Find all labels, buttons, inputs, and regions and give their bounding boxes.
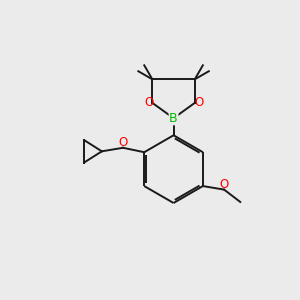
Text: B: B <box>169 112 178 125</box>
Text: O: O <box>144 96 153 110</box>
Text: O: O <box>118 136 128 149</box>
Text: O: O <box>194 96 203 110</box>
Text: O: O <box>220 178 229 191</box>
